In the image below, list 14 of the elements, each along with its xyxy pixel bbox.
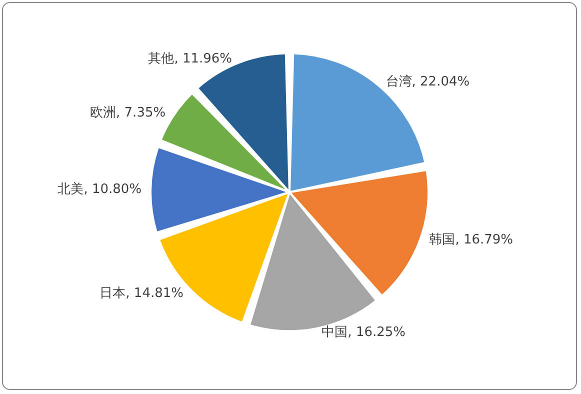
slice-label: 韩国 [429,232,456,248]
slice-label: 其他 [148,52,174,67]
slice-label: 日本 [100,286,126,301]
data-label: , 16.79% [455,232,514,248]
data-label: , 16.25% [348,324,406,340]
data-label: , 14.81% [126,286,184,301]
slice-label: 中国 [322,324,348,340]
slice-label: 北美 [58,181,84,198]
data-label: , 10.80% [84,182,142,198]
data-label: , 11.96% [174,52,232,67]
slice-label: 欧洲 [90,105,116,120]
data-label: , 7.35% [116,105,166,120]
slice-label: 台湾 [386,74,412,90]
data-label: , 22.04% [412,74,470,90]
